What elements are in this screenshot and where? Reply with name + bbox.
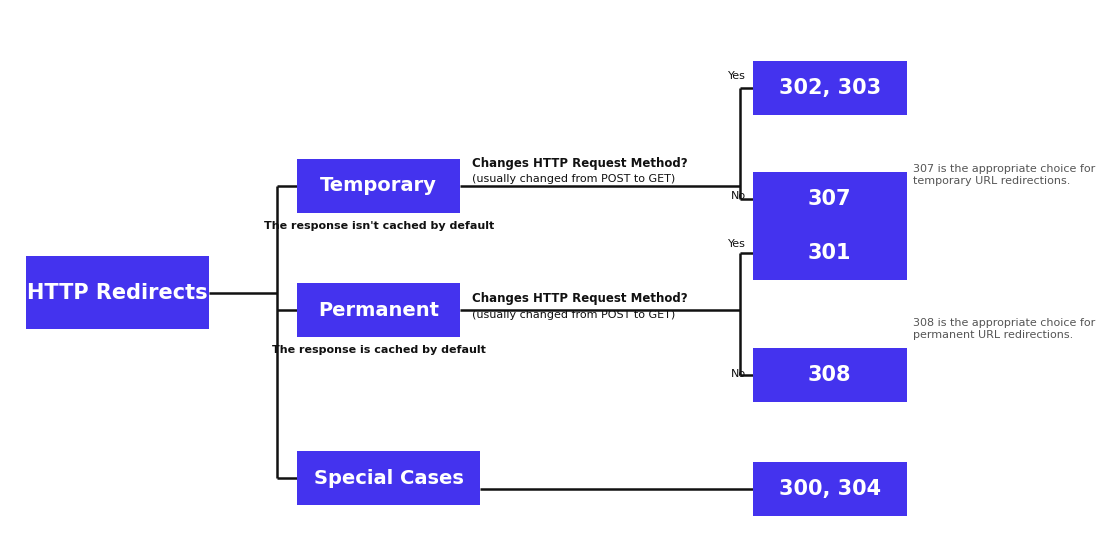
Text: Yes: Yes	[728, 239, 746, 249]
Text: Yes: Yes	[728, 70, 746, 81]
Text: 302, 303: 302, 303	[779, 78, 881, 98]
Text: 301: 301	[808, 243, 851, 263]
Text: Temporary: Temporary	[320, 176, 437, 195]
FancyBboxPatch shape	[753, 348, 907, 402]
Text: Special Cases: Special Cases	[313, 469, 463, 488]
FancyBboxPatch shape	[26, 256, 210, 329]
Text: Permanent: Permanent	[319, 301, 440, 320]
FancyBboxPatch shape	[753, 462, 907, 516]
Text: The response isn't cached by default: The response isn't cached by default	[264, 221, 494, 231]
Text: Changes HTTP Request Method?: Changes HTTP Request Method?	[472, 157, 688, 170]
FancyBboxPatch shape	[753, 61, 907, 115]
Text: 307 is the appropriate choice for
temporary URL redirections.: 307 is the appropriate choice for tempor…	[912, 164, 1094, 185]
Text: 308: 308	[808, 365, 851, 385]
Text: 300, 304: 300, 304	[779, 479, 881, 499]
Text: HTTP Redirects: HTTP Redirects	[28, 283, 208, 302]
Text: 307: 307	[808, 189, 851, 209]
Text: (usually changed from POST to GET): (usually changed from POST to GET)	[472, 310, 676, 320]
Text: The response is cached by default: The response is cached by default	[272, 345, 486, 355]
FancyBboxPatch shape	[296, 158, 461, 213]
Text: Changes HTTP Request Method?: Changes HTTP Request Method?	[472, 293, 688, 305]
Text: No: No	[730, 368, 746, 378]
Text: No: No	[730, 191, 746, 201]
FancyBboxPatch shape	[296, 451, 481, 505]
FancyBboxPatch shape	[753, 226, 907, 280]
Text: (usually changed from POST to GET): (usually changed from POST to GET)	[472, 174, 676, 184]
Text: 308 is the appropriate choice for
permanent URL redirections.: 308 is the appropriate choice for perman…	[912, 318, 1094, 340]
FancyBboxPatch shape	[753, 172, 907, 226]
FancyBboxPatch shape	[296, 283, 461, 337]
